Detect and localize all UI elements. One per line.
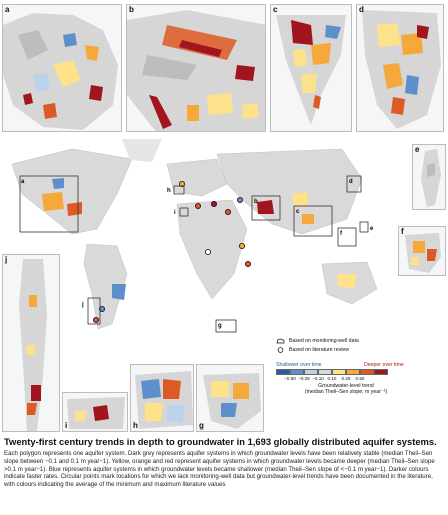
legend-ticks: −0.50 −0.25 −0.10 0.10 0.25 0.50 xyxy=(276,376,367,381)
panel-j-map xyxy=(19,259,47,431)
inset-box-g xyxy=(215,319,237,333)
map-label-d: d xyxy=(349,179,353,185)
panel-d: d xyxy=(356,4,444,132)
panel-label-e: e xyxy=(415,145,420,154)
panel-g: g xyxy=(196,364,264,432)
legend-monitoring-row: Based on monitoring-well data xyxy=(276,338,359,344)
map-label-f: f xyxy=(340,231,343,237)
inset-box-a xyxy=(19,175,79,233)
legend-colorbar xyxy=(276,369,388,375)
panel-h-map xyxy=(135,371,193,429)
panel-j: j xyxy=(2,254,60,432)
legend-shallower-label: Shallower over time xyxy=(276,362,322,368)
panel-label-d: d xyxy=(359,5,364,14)
inset-box-h xyxy=(173,185,185,195)
panel-label-j: j xyxy=(5,255,8,264)
colorbar-swatch-5 xyxy=(346,369,360,375)
colorbar-tick-1: −0.25 xyxy=(298,376,310,381)
map-label-g: g xyxy=(218,323,222,329)
panel-d-map xyxy=(362,10,441,129)
panel-e: e xyxy=(412,144,446,210)
panel-a-map xyxy=(3,13,118,130)
colorbar-swatch-3 xyxy=(318,369,332,375)
map-label-e: e xyxy=(370,226,374,232)
map-label-b: b xyxy=(254,199,258,205)
inset-box-b xyxy=(251,195,281,221)
cloud-polygon-icon xyxy=(276,338,285,344)
legend-monitoring-label: Based on monitoring-well data xyxy=(289,338,359,344)
colorbar-tick-5: 0.50 xyxy=(355,376,365,381)
panel-label-b: b xyxy=(129,5,134,14)
legend-title-line2: (median Theil–Sen slope; m year⁻¹) xyxy=(304,389,388,395)
inset-box-c xyxy=(293,205,333,237)
colorbar-swatch-0 xyxy=(276,369,290,375)
colorbar-tick-0: −0.50 xyxy=(284,376,296,381)
panel-c: c xyxy=(270,4,352,132)
colorbar-tick-4: 0.25 xyxy=(341,376,351,381)
panel-b: b xyxy=(126,4,266,132)
colorbar-swatch-2 xyxy=(304,369,318,375)
circle-point-icon xyxy=(277,347,284,353)
caption-title: Twenty-first century trends in depth to … xyxy=(4,436,437,447)
panel-f-map xyxy=(405,233,441,273)
panel-f: f xyxy=(398,226,446,276)
panel-label-i: i xyxy=(65,421,68,430)
colorbar-tick-3: 0.10 xyxy=(327,376,337,381)
legend-literature-label: Based on literature review xyxy=(289,347,349,353)
legend-deeper-label: Deeper over time xyxy=(364,362,404,368)
panel-c-map xyxy=(276,15,346,125)
map-label-j: j xyxy=(81,302,84,308)
panel-h: h xyxy=(130,364,194,432)
panel-b-map xyxy=(127,10,265,131)
panel-label-h: h xyxy=(133,421,138,430)
panel-i-map xyxy=(67,397,125,429)
panel-label-g: g xyxy=(199,421,204,430)
colorbar-swatch-1 xyxy=(290,369,304,375)
colorbar-swatch-7 xyxy=(374,369,388,375)
inset-box-f xyxy=(337,227,357,247)
colorbar-swatch-6 xyxy=(360,369,374,375)
legend-title: Groundwater-level trend (median Theil–Se… xyxy=(276,383,416,395)
legend-title-line1: Groundwater-level trend xyxy=(318,383,374,389)
panel-a: a xyxy=(2,4,122,132)
inset-box-j xyxy=(87,297,101,325)
panel-label-a: a xyxy=(5,5,10,14)
panel-label-f: f xyxy=(401,227,404,236)
legend: Based on monitoring-well data Based on l… xyxy=(272,338,446,398)
map-label-h: h xyxy=(167,188,171,194)
colorbar-tick-2: −0.10 xyxy=(312,376,324,381)
inset-box-e xyxy=(359,221,369,233)
inset-box-d xyxy=(346,175,362,193)
panel-e-map xyxy=(421,149,441,207)
inset-box-i xyxy=(179,207,189,217)
legend-literature-row: Based on literature review xyxy=(276,347,349,353)
world-map: a h i b c d e f g j xyxy=(11,139,378,333)
map-label-c: c xyxy=(296,209,300,215)
colorbar-swatch-4 xyxy=(332,369,346,375)
panel-i: i xyxy=(62,392,128,432)
panel-label-c: c xyxy=(273,5,278,14)
figure: a b c xyxy=(2,4,446,432)
panel-g-map xyxy=(203,373,261,429)
map-label-a: a xyxy=(21,179,25,185)
map-label-i: i xyxy=(174,210,176,216)
caption-body: Each polygon represents one aquifer syst… xyxy=(4,450,435,489)
